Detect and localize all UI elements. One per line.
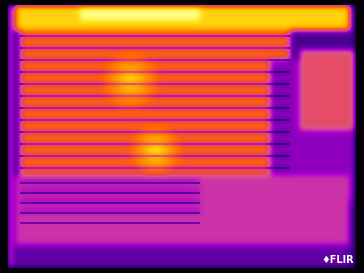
Text: ♦FLIR: ♦FLIR (321, 255, 354, 265)
